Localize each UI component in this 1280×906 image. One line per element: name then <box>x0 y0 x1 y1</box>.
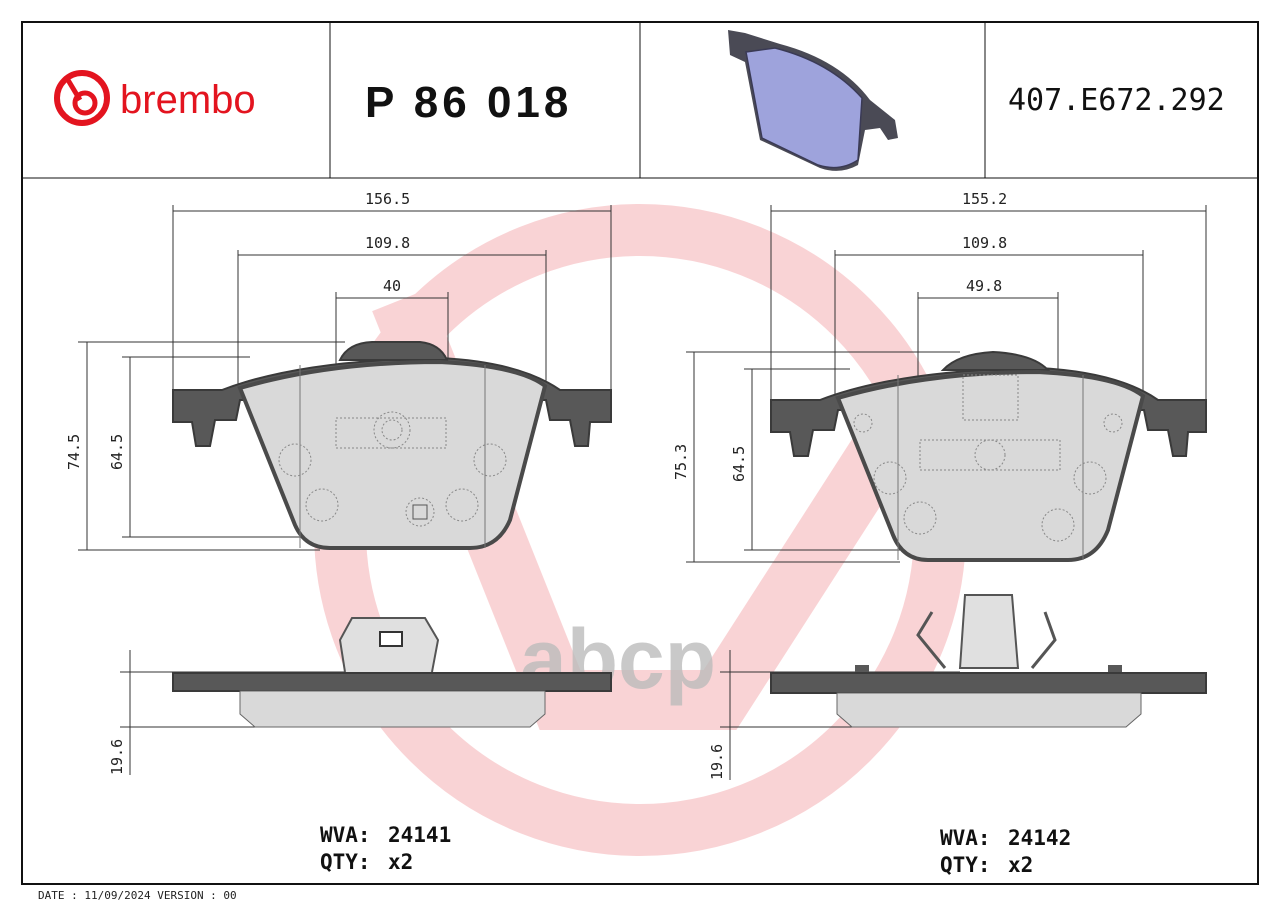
brand-name: brembo <box>120 78 256 122</box>
left-qty-label: QTY: <box>320 850 371 874</box>
right-overall-height: 75.3 <box>672 444 690 480</box>
left-wva-label: WVA: <box>320 823 371 847</box>
right-overall-width: 155.2 <box>962 190 1007 208</box>
footer-date-version: DATE : 11/09/2024 VERSION : 00 <box>38 889 237 902</box>
left-thickness: 19.6 <box>108 739 126 775</box>
left-overall-width: 156.5 <box>365 190 410 208</box>
reference-number: 407.E672.292 <box>1008 83 1225 118</box>
brembo-logo-icon <box>54 70 110 126</box>
part-number: P 86 018 <box>365 78 572 127</box>
right-qty-value: x2 <box>1008 853 1033 877</box>
left-wva-number: 24141 <box>388 823 451 847</box>
right-pad-drawing <box>686 205 1207 780</box>
left-mid-width: 109.8 <box>365 234 410 252</box>
right-wva-number: 24142 <box>1008 826 1071 850</box>
right-qty-label: QTY: <box>940 853 991 877</box>
right-inner-width: 49.8 <box>966 277 1002 295</box>
left-overall-height: 74.5 <box>65 434 83 470</box>
left-qty-value: x2 <box>388 850 413 874</box>
pad-3d-thumbnail <box>728 30 898 171</box>
left-friction-height: 64.5 <box>108 434 126 470</box>
right-mid-width: 109.8 <box>962 234 1007 252</box>
right-friction-height: 64.5 <box>730 446 748 482</box>
left-pad-drawing <box>78 205 612 775</box>
right-thickness: 19.6 <box>708 744 726 780</box>
left-inner-width: 40 <box>383 277 401 295</box>
right-wva-label: WVA: <box>940 826 991 850</box>
